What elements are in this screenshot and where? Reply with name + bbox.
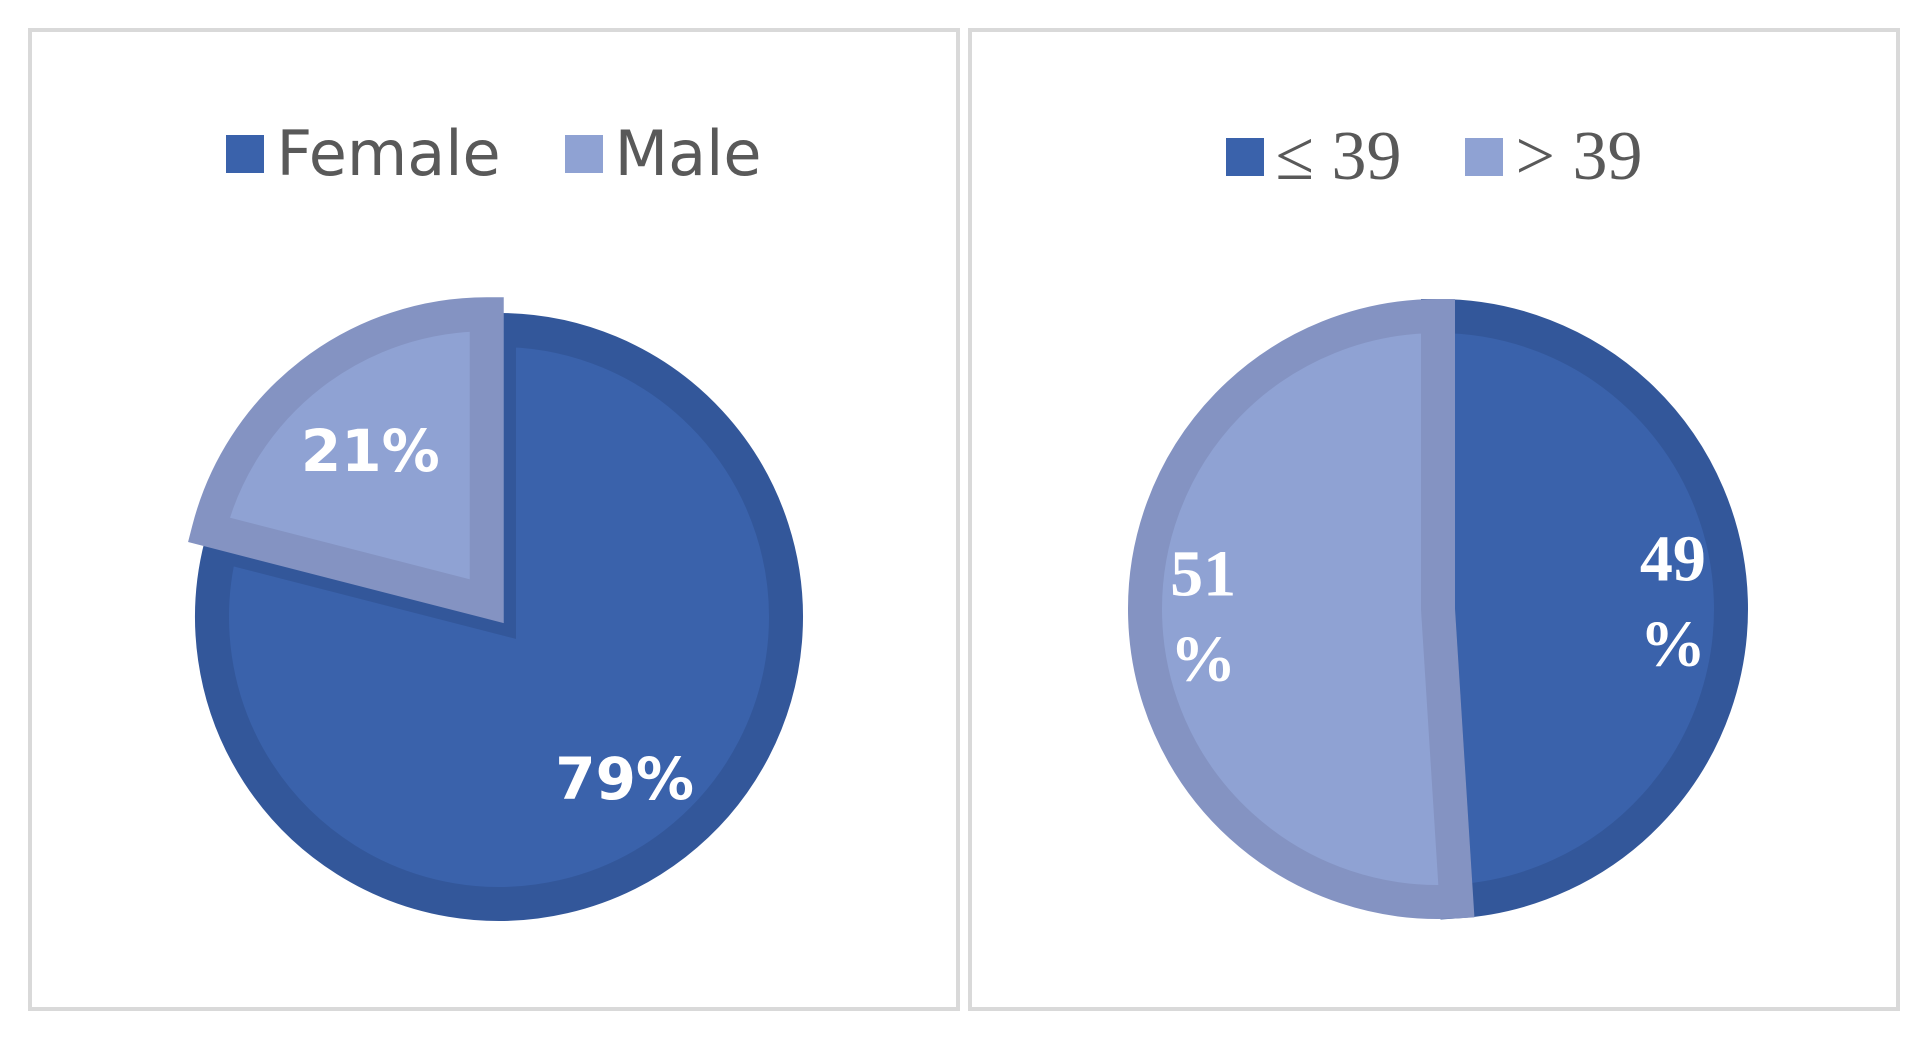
data-label-gt-39-line-1: 51 — [1170, 537, 1236, 610]
legend-label-age-gt-39: > 39 — [1515, 118, 1643, 195]
chart-panel-age: ≤ 39 > 39 49% 51% — [968, 28, 1900, 1011]
legend-item-age-gt-39: > 39 — [1465, 117, 1642, 197]
legend-item-age-le-39: ≤ 39 — [1225, 117, 1402, 197]
data-label-female: 79% — [555, 745, 694, 813]
pie-slice-gt-39 — [1128, 298, 1475, 919]
legend-item-male: Male — [564, 117, 762, 190]
pie-slice-le-39 — [1421, 298, 1748, 920]
pie-slice-male — [188, 297, 504, 624]
pie-chart-gender: 79% 21% — [188, 297, 803, 921]
legend-label-female: Female — [276, 117, 501, 190]
legend-swatch-male — [564, 134, 603, 173]
data-label-gt-39-line-2: % — [1170, 622, 1236, 695]
data-label-le-39-line-2: % — [1640, 608, 1706, 681]
pie-chart-age: 49% 51% — [1128, 298, 1748, 920]
legend-item-female: Female — [226, 117, 501, 190]
legend-swatch-age-gt-39 — [1465, 138, 1504, 176]
data-label-male: 21% — [301, 417, 440, 485]
chart-panel-gender: Female Male 79% 21% — [28, 28, 960, 1011]
legend-age: ≤ 39 > 39 — [972, 117, 1896, 197]
data-label-le-39-line-1: 49 — [1640, 523, 1706, 596]
legend-label-age-le-39: ≤ 39 — [1275, 118, 1402, 195]
legend-swatch-female — [226, 134, 265, 173]
legend-gender: Female Male — [32, 117, 956, 190]
legend-swatch-age-le-39 — [1225, 138, 1264, 176]
legend-label-male: Male — [614, 117, 762, 190]
